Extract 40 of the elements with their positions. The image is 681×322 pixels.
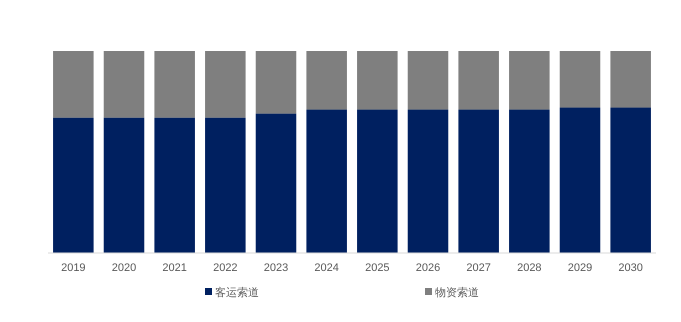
bar (306, 51, 347, 110)
bar (205, 118, 246, 253)
x-tick-label: 2023 (264, 262, 288, 274)
bar (306, 110, 347, 253)
bar (560, 108, 600, 253)
legend-item: 客运索道 (205, 287, 259, 299)
bar (154, 118, 195, 253)
bar (256, 114, 296, 253)
x-tick-label: 2019 (61, 262, 86, 274)
bar (357, 110, 398, 253)
bar (560, 51, 600, 108)
x-tick-label: 2029 (568, 262, 592, 274)
x-tick-label: 2020 (112, 262, 136, 274)
x-tick-label: 2027 (466, 262, 491, 274)
bar (256, 51, 296, 114)
bar (458, 51, 499, 110)
bar (408, 110, 448, 253)
bar (104, 51, 144, 118)
bar (610, 51, 651, 108)
legend-label: 物资索道 (435, 286, 479, 299)
bar (154, 51, 195, 118)
x-tick-label: 2026 (416, 262, 440, 274)
bar (458, 110, 499, 253)
bar (53, 51, 94, 118)
bar (509, 110, 550, 253)
bar (104, 118, 144, 253)
x-tick-label: 2021 (162, 262, 187, 274)
x-tick-label: 2025 (365, 262, 390, 274)
bar (408, 51, 448, 110)
bar (610, 108, 651, 253)
legend-label: 客运索道 (215, 286, 259, 299)
bar (205, 51, 246, 118)
x-tick-label: 2024 (314, 262, 339, 274)
bar (509, 51, 550, 110)
x-tick-label: 2030 (618, 262, 643, 274)
x-tick-label: 2028 (517, 262, 542, 274)
legend-item: 物资索道 (425, 287, 479, 299)
bar (53, 118, 94, 253)
x-tick-label: 2022 (213, 262, 238, 274)
bar (357, 51, 398, 110)
